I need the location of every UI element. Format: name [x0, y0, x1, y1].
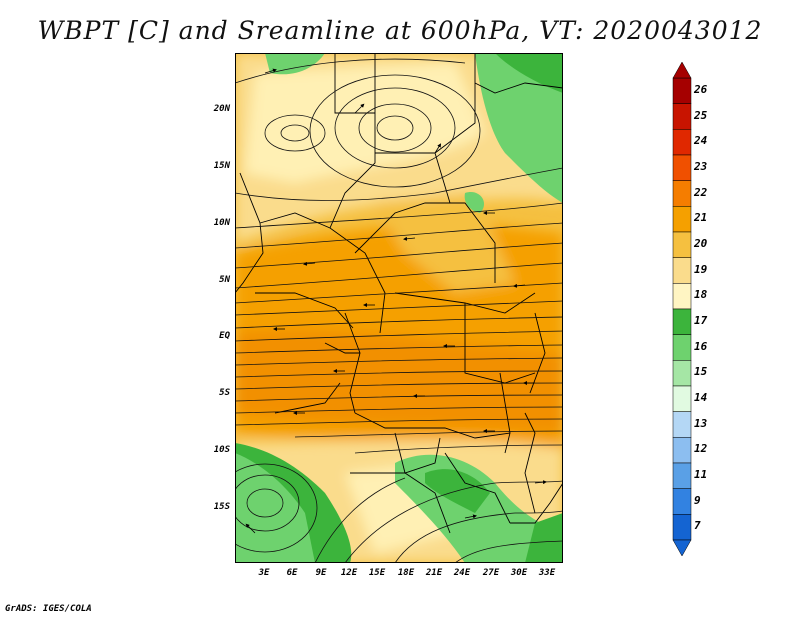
colorbar-swatch — [672, 488, 692, 515]
colorbar-label: 13 — [694, 416, 708, 430]
colorbar-swatch — [672, 77, 692, 104]
colorbar-label: 14 — [694, 390, 708, 404]
colorbar-label: 26 — [694, 82, 708, 96]
x-tick-label: 3E — [258, 568, 270, 578]
grads-credit: GrADS: IGES/COLA — [5, 604, 92, 614]
colorbar-label: 18 — [694, 288, 708, 302]
x-tick-label: 21E — [425, 568, 443, 578]
map-panel — [235, 53, 563, 563]
colorbar-label: 17 — [694, 313, 708, 327]
y-tick-label: 10N — [213, 218, 230, 228]
colorbar-swatch — [672, 231, 692, 258]
colorbar-swatch — [672, 385, 692, 412]
colorbar-swatch — [672, 129, 692, 156]
colorbar-swatch — [672, 360, 692, 387]
colorbar-label: 11 — [694, 467, 708, 481]
x-tick-label: 33E — [538, 568, 556, 578]
colorbar-swatch — [672, 154, 692, 181]
colorbar-swatch — [672, 62, 692, 79]
colorbar-label: 7 — [694, 519, 701, 533]
x-tick-label: 27E — [482, 568, 500, 578]
colorbar-label: 24 — [694, 134, 708, 148]
y-tick-label: 20N — [213, 104, 230, 114]
map-frame — [235, 53, 563, 563]
colorbar-label: 20 — [694, 236, 708, 250]
colorbar — [672, 62, 692, 556]
x-tick-label: 12E — [340, 568, 358, 578]
colorbar-swatch — [672, 308, 692, 335]
colorbar-swatch — [672, 103, 692, 130]
y-tick-label: 10S — [213, 445, 230, 455]
colorbar-label: 25 — [694, 108, 708, 122]
colorbar-swatch — [672, 206, 692, 233]
colorbar-swatch — [672, 437, 692, 464]
y-tick-label: 15S — [213, 502, 230, 512]
x-tick-label: 9E — [315, 568, 327, 578]
y-tick-label: 5N — [219, 275, 230, 285]
colorbar-label: 23 — [694, 159, 708, 173]
x-tick-label: 15E — [368, 568, 386, 578]
streamlines — [235, 58, 563, 563]
y-tick-label: 15N — [213, 161, 230, 171]
colorbar-label: 16 — [694, 339, 708, 353]
colorbar-label: 19 — [694, 262, 708, 276]
colorbar-swatch — [672, 334, 692, 361]
chart-title: WBPT [C] and Sreamline at 600hPa, VT: 20… — [37, 16, 763, 45]
colorbar-label: 12 — [694, 442, 708, 456]
stream-arrows — [245, 68, 547, 534]
colorbar-label: 22 — [694, 185, 708, 199]
x-tick-label: 6E — [286, 568, 298, 578]
colorbar-swatch — [672, 180, 692, 207]
colorbar-swatch — [672, 257, 692, 284]
colorbar-label: 9 — [694, 493, 701, 507]
colorbar-swatch — [672, 283, 692, 310]
colorbar-swatch — [672, 514, 692, 541]
x-tick-label: 30E — [510, 568, 528, 578]
x-tick-label: 24E — [453, 568, 471, 578]
colorbar-swatch — [672, 411, 692, 438]
y-tick-label: 5S — [219, 388, 230, 398]
colorbar-swatch — [672, 539, 692, 556]
colorbar-swatch — [672, 462, 692, 489]
x-tick-label: 18E — [397, 568, 415, 578]
colorbar-label: 21 — [694, 211, 708, 225]
green-patches — [235, 53, 563, 563]
colorbar-label: 15 — [694, 365, 708, 379]
y-tick-label: EQ — [219, 331, 230, 341]
